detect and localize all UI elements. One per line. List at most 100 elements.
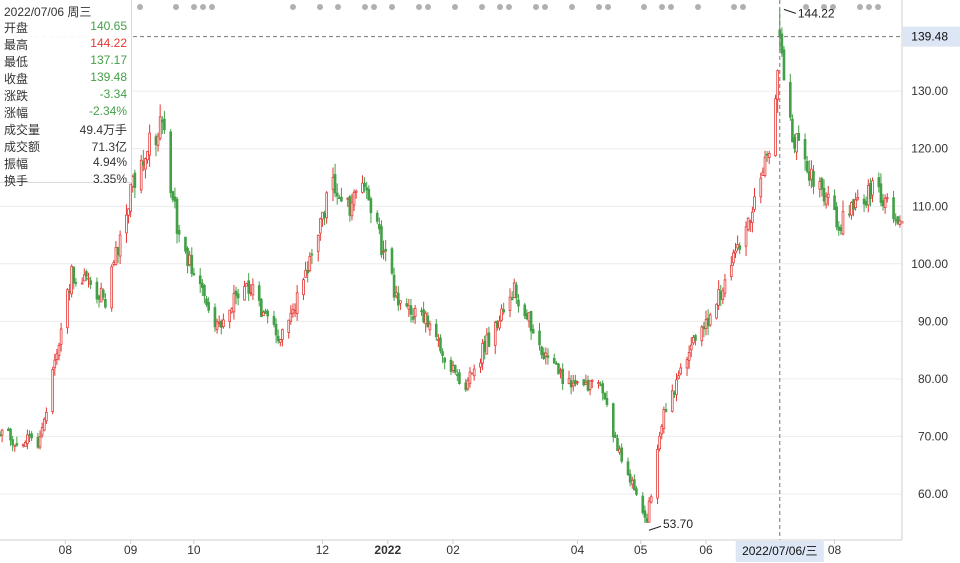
candle-body[interactable]	[675, 379, 678, 395]
candle-body[interactable]	[496, 320, 499, 328]
candle-body[interactable]	[468, 371, 472, 384]
candle-body[interactable]	[776, 70, 779, 100]
candle-body[interactable]	[871, 180, 874, 196]
candle-body[interactable]	[437, 338, 440, 341]
candle-body[interactable]	[571, 382, 575, 387]
candle-body[interactable]	[719, 291, 723, 300]
event-dot[interactable]	[533, 4, 539, 10]
candle-body[interactable]	[603, 392, 607, 400]
candle-body[interactable]	[704, 319, 708, 329]
candle-body[interactable]	[805, 160, 809, 172]
candle-body[interactable]	[87, 277, 90, 280]
candle-body[interactable]	[276, 335, 280, 342]
candle-body[interactable]	[837, 226, 841, 231]
event-dot[interactable]	[857, 4, 863, 10]
candle-body[interactable]	[97, 295, 101, 300]
candle-body[interactable]	[55, 353, 59, 360]
candle-body[interactable]	[72, 266, 76, 284]
candle-body[interactable]	[201, 282, 204, 288]
candle-body[interactable]	[826, 193, 830, 198]
candle-body[interactable]	[649, 496, 653, 503]
candle-body[interactable]	[449, 359, 453, 372]
candle-body[interactable]	[788, 82, 792, 118]
candle-body[interactable]	[835, 206, 838, 228]
candle-body[interactable]	[782, 49, 786, 81]
event-dot[interactable]	[200, 4, 206, 10]
candle-body[interactable]	[375, 212, 379, 222]
candle-body[interactable]	[215, 321, 219, 330]
candle-body[interactable]	[331, 177, 335, 190]
candle-body[interactable]	[192, 273, 196, 276]
candle-body[interactable]	[11, 439, 14, 446]
event-dot[interactable]	[866, 4, 872, 10]
candle-body[interactable]	[295, 292, 299, 314]
candle-body[interactable]	[68, 291, 71, 293]
candle-body[interactable]	[188, 254, 191, 266]
candle-body[interactable]	[316, 234, 320, 252]
event-dot[interactable]	[830, 4, 836, 10]
event-dot[interactable]	[362, 4, 368, 10]
candle-body[interactable]	[306, 269, 310, 274]
candle-body[interactable]	[662, 408, 666, 429]
candle-body[interactable]	[116, 247, 120, 256]
candle-body[interactable]	[42, 418, 46, 431]
event-dot[interactable]	[425, 4, 431, 10]
candle-body[interactable]	[36, 436, 40, 448]
candle-body[interactable]	[274, 323, 278, 336]
event-dot[interactable]	[821, 4, 827, 10]
candle-body[interactable]	[869, 183, 872, 199]
candle-body[interactable]	[746, 217, 750, 231]
candle-body[interactable]	[833, 195, 836, 210]
candle-body[interactable]	[230, 308, 234, 313]
candle-body[interactable]	[883, 197, 887, 208]
candle-body[interactable]	[125, 214, 128, 234]
candle-body[interactable]	[822, 187, 826, 202]
candle-body[interactable]	[45, 411, 48, 422]
candle-body[interactable]	[588, 380, 592, 390]
candle-body[interactable]	[59, 328, 63, 345]
candle-body[interactable]	[262, 311, 265, 317]
candle-body[interactable]	[493, 322, 497, 346]
candle-body[interactable]	[30, 433, 33, 439]
candle-body[interactable]	[321, 211, 324, 220]
candle-body[interactable]	[310, 253, 314, 256]
event-dot[interactable]	[605, 4, 611, 10]
candle-body[interactable]	[260, 298, 263, 318]
candle-body[interactable]	[780, 33, 784, 54]
event-dot[interactable]	[479, 4, 485, 10]
candle-body[interactable]	[144, 158, 147, 170]
candle-body[interactable]	[23, 442, 27, 447]
candle-body[interactable]	[552, 357, 556, 364]
event-dot[interactable]	[659, 4, 665, 10]
candle-body[interactable]	[645, 518, 649, 523]
candle-body[interactable]	[664, 409, 668, 412]
event-dot[interactable]	[803, 4, 809, 10]
candle-body[interactable]	[881, 200, 885, 207]
candle-body[interactable]	[171, 191, 175, 200]
candle-body[interactable]	[158, 116, 162, 139]
candle-body[interactable]	[517, 299, 520, 307]
candle-body[interactable]	[892, 197, 895, 220]
candle-body[interactable]	[114, 246, 118, 266]
candle-body[interactable]	[367, 188, 371, 201]
candle-body[interactable]	[51, 369, 54, 412]
candle-body[interactable]	[281, 329, 284, 340]
candle-body[interactable]	[810, 168, 813, 180]
candle-body[interactable]	[759, 177, 763, 198]
candle-body[interactable]	[420, 310, 423, 313]
event-dot[interactable]	[875, 4, 881, 10]
candle-body[interactable]	[717, 289, 720, 306]
candle-body[interactable]	[304, 269, 307, 278]
candle-body[interactable]	[626, 461, 630, 475]
event-dot[interactable]	[506, 4, 512, 10]
candle-body[interactable]	[390, 248, 394, 274]
candle-body[interactable]	[207, 302, 210, 311]
candle-body[interactable]	[812, 170, 815, 187]
candle-body[interactable]	[348, 196, 352, 216]
candle-body[interactable]	[584, 381, 588, 385]
candle-body[interactable]	[409, 305, 413, 315]
candle-body[interactable]	[751, 211, 754, 224]
candle-body[interactable]	[864, 201, 868, 206]
candle-body[interactable]	[319, 218, 322, 234]
event-dot[interactable]	[452, 4, 458, 10]
